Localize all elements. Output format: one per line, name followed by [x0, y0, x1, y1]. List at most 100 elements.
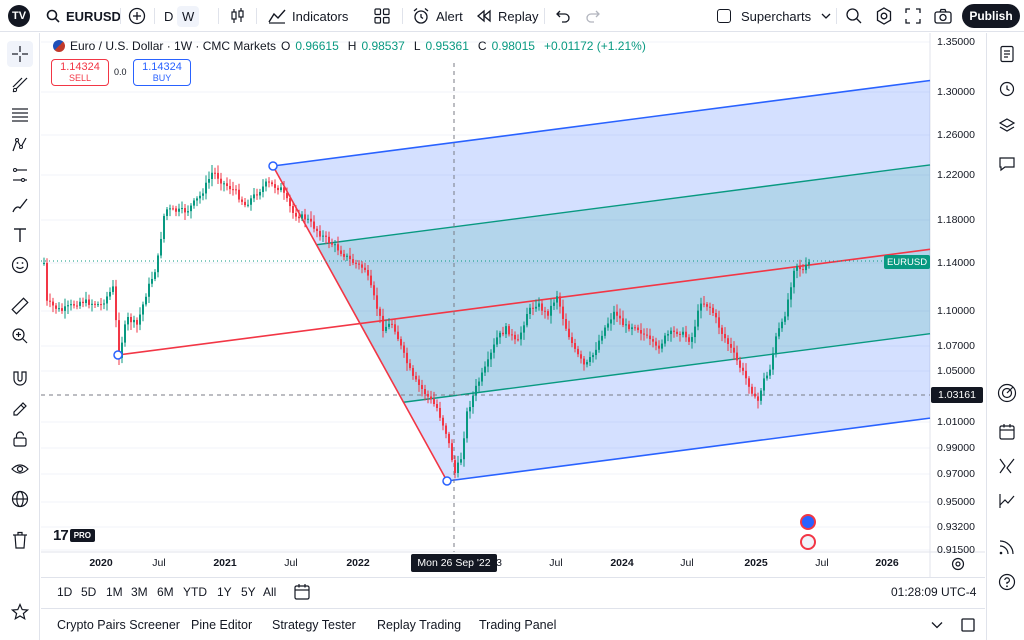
candle-body [496, 337, 498, 345]
chart-type-button[interactable] [230, 0, 246, 32]
time-axis-label: 2024 [610, 557, 634, 569]
candle-body [142, 304, 144, 315]
candle-body [661, 343, 663, 349]
symbol-name: EURUSD [66, 8, 121, 24]
date-range-bar: 1D 5D 1M 3M 6M YTD 1Y 5Y All 01:28:09 UTC-4 [41, 577, 985, 605]
calendar-button[interactable] [994, 419, 1020, 445]
chart-canvas[interactable] [41, 33, 985, 577]
maximize-icon[interactable] [961, 618, 975, 632]
settings-button[interactable] [875, 0, 893, 32]
pattern-tool[interactable] [7, 132, 33, 158]
signals-button[interactable] [994, 488, 1020, 514]
buy-button[interactable]: 1.14324 BUY [133, 59, 191, 86]
eu-event-icon[interactable] [800, 514, 816, 530]
layers-button[interactable] [994, 113, 1020, 139]
range-button[interactable]: 1M [106, 585, 123, 599]
time-axis-label: Jul [815, 557, 829, 569]
chevron-down-icon[interactable] [931, 621, 943, 629]
candle-body [376, 295, 378, 309]
candle-body [61, 308, 63, 311]
object-tree-tool[interactable] [7, 486, 33, 512]
magnet-tool[interactable] [7, 366, 33, 392]
bottom-tab[interactable]: Crypto Pairs Screener [57, 618, 180, 632]
interval-d[interactable]: D [164, 0, 173, 32]
low-value: 0.95361 [425, 39, 469, 53]
range-button[interactable]: 1Y [217, 585, 232, 599]
brush-tool[interactable] [7, 192, 33, 218]
candle-body [781, 321, 783, 329]
chat-button[interactable] [994, 151, 1020, 177]
sell-button[interactable]: 1.14324 SELL [51, 59, 109, 86]
us-event-icon[interactable] [800, 534, 816, 550]
axis-settings-icon[interactable] [951, 557, 965, 571]
bottom-tab[interactable]: Pine Editor [191, 618, 253, 632]
fib-tool[interactable] [7, 102, 33, 128]
layout-selector[interactable]: Supercharts [717, 0, 831, 32]
fullscreen-button[interactable] [905, 0, 921, 32]
candle-body [187, 211, 189, 213]
templates-button[interactable] [374, 0, 390, 32]
candle-body [628, 324, 630, 330]
low-key: L [413, 39, 421, 53]
candle-body [97, 304, 99, 306]
ruler-tool[interactable] [7, 293, 33, 319]
ideas-button[interactable] [994, 453, 1020, 479]
time-axis-label: 2026 [875, 557, 899, 569]
compare-symbol-button[interactable] [128, 0, 146, 32]
trend-line-tool[interactable] [7, 72, 33, 98]
candle-body [769, 369, 771, 376]
zoom-in-tool[interactable] [7, 323, 33, 349]
bottom-tab[interactable]: Trading Panel [479, 618, 557, 632]
publish-button[interactable]: Publish [962, 4, 1020, 28]
candle-body [535, 306, 537, 309]
range-button[interactable]: 5Y [241, 585, 256, 599]
lock-tool[interactable] [7, 426, 33, 452]
broadcast-button[interactable] [994, 534, 1020, 560]
candle-body [658, 345, 660, 349]
pitchfork-anchor-handle [442, 476, 452, 486]
tradingview-logo[interactable]: TV [6, 0, 32, 32]
range-button[interactable]: YTD [183, 585, 207, 599]
candle-body [169, 208, 171, 210]
range-button[interactable]: 6M [157, 585, 174, 599]
range-button[interactable]: 1D [57, 585, 73, 599]
text-tool[interactable] [7, 222, 33, 248]
range-button[interactable]: 3M [131, 585, 148, 599]
range-button[interactable]: 5D [81, 585, 97, 599]
emoji-tool[interactable] [7, 252, 33, 278]
symbol-search[interactable]: EURUSD [46, 0, 121, 32]
candle-body [103, 303, 105, 305]
prediction-tool[interactable] [7, 162, 33, 188]
indicators-button[interactable]: Indicators [268, 0, 348, 32]
candle-body [319, 230, 321, 237]
candle-body [262, 186, 264, 192]
snapshot-button[interactable] [934, 0, 952, 32]
hide-drawings-tool[interactable] [7, 456, 33, 482]
watchlist-button[interactable] [994, 41, 1020, 67]
crosshair-tool[interactable] [7, 41, 33, 67]
favorites-tool[interactable] [7, 599, 33, 625]
bottom-tab[interactable]: Replay Trading [377, 618, 462, 632]
magnet-icon [13, 371, 27, 386]
redo-button[interactable] [586, 0, 600, 32]
go-to-date-icon[interactable] [293, 583, 311, 601]
quick-search-button[interactable] [845, 0, 863, 32]
timezone-clock[interactable]: 01:28:09 UTC-4 [891, 585, 977, 599]
remove-drawings-tool[interactable] [7, 527, 33, 553]
range-button[interactable]: All [263, 585, 277, 599]
technicals-button[interactable] [994, 380, 1020, 406]
help-button[interactable] [994, 569, 1020, 595]
replay-button[interactable]: Replay [476, 0, 538, 32]
candle-body [556, 296, 558, 303]
bottom-tab[interactable]: Strategy Tester [272, 618, 356, 632]
undo-button[interactable] [556, 0, 570, 32]
candle-body [178, 208, 180, 212]
alerts-button[interactable] [994, 75, 1020, 101]
stay-drawing-tool[interactable] [7, 396, 33, 422]
candle-body [349, 255, 351, 260]
alert-button[interactable]: Alert [412, 0, 463, 32]
pitchfork-inner-upper-line [316, 164, 931, 246]
candle-body [583, 358, 585, 365]
interval-w[interactable]: W [177, 5, 200, 27]
